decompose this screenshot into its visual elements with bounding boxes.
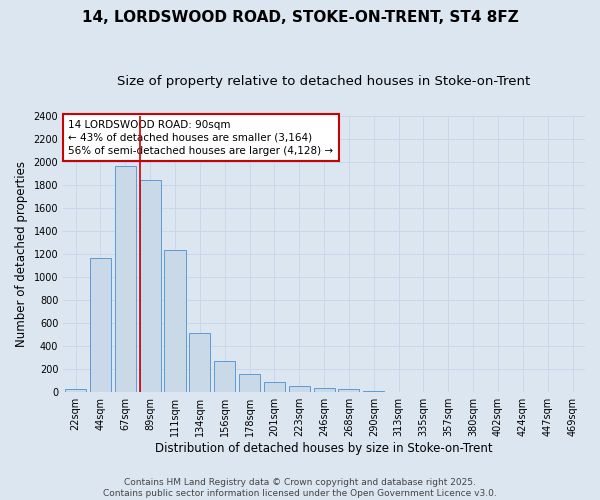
Bar — [289, 386, 310, 392]
Bar — [214, 360, 235, 392]
Text: 14 LORDSWOOD ROAD: 90sqm
← 43% of detached houses are smaller (3,164)
56% of sem: 14 LORDSWOOD ROAD: 90sqm ← 43% of detach… — [68, 120, 334, 156]
Text: Contains HM Land Registry data © Crown copyright and database right 2025.
Contai: Contains HM Land Registry data © Crown c… — [103, 478, 497, 498]
Bar — [338, 389, 359, 392]
Bar — [164, 250, 185, 392]
Y-axis label: Number of detached properties: Number of detached properties — [15, 161, 28, 347]
Bar — [239, 374, 260, 392]
X-axis label: Distribution of detached houses by size in Stoke-on-Trent: Distribution of detached houses by size … — [155, 442, 493, 455]
Bar — [189, 334, 211, 392]
Title: Size of property relative to detached houses in Stoke-on-Trent: Size of property relative to detached ho… — [118, 75, 531, 88]
Bar — [363, 391, 385, 392]
Text: 14, LORDSWOOD ROAD, STOKE-ON-TRENT, ST4 8FZ: 14, LORDSWOOD ROAD, STOKE-ON-TRENT, ST4 … — [82, 10, 518, 25]
Bar — [314, 388, 335, 392]
Bar — [115, 166, 136, 392]
Bar — [264, 382, 285, 392]
Bar — [90, 258, 111, 392]
Bar — [65, 390, 86, 392]
Bar — [140, 180, 161, 392]
